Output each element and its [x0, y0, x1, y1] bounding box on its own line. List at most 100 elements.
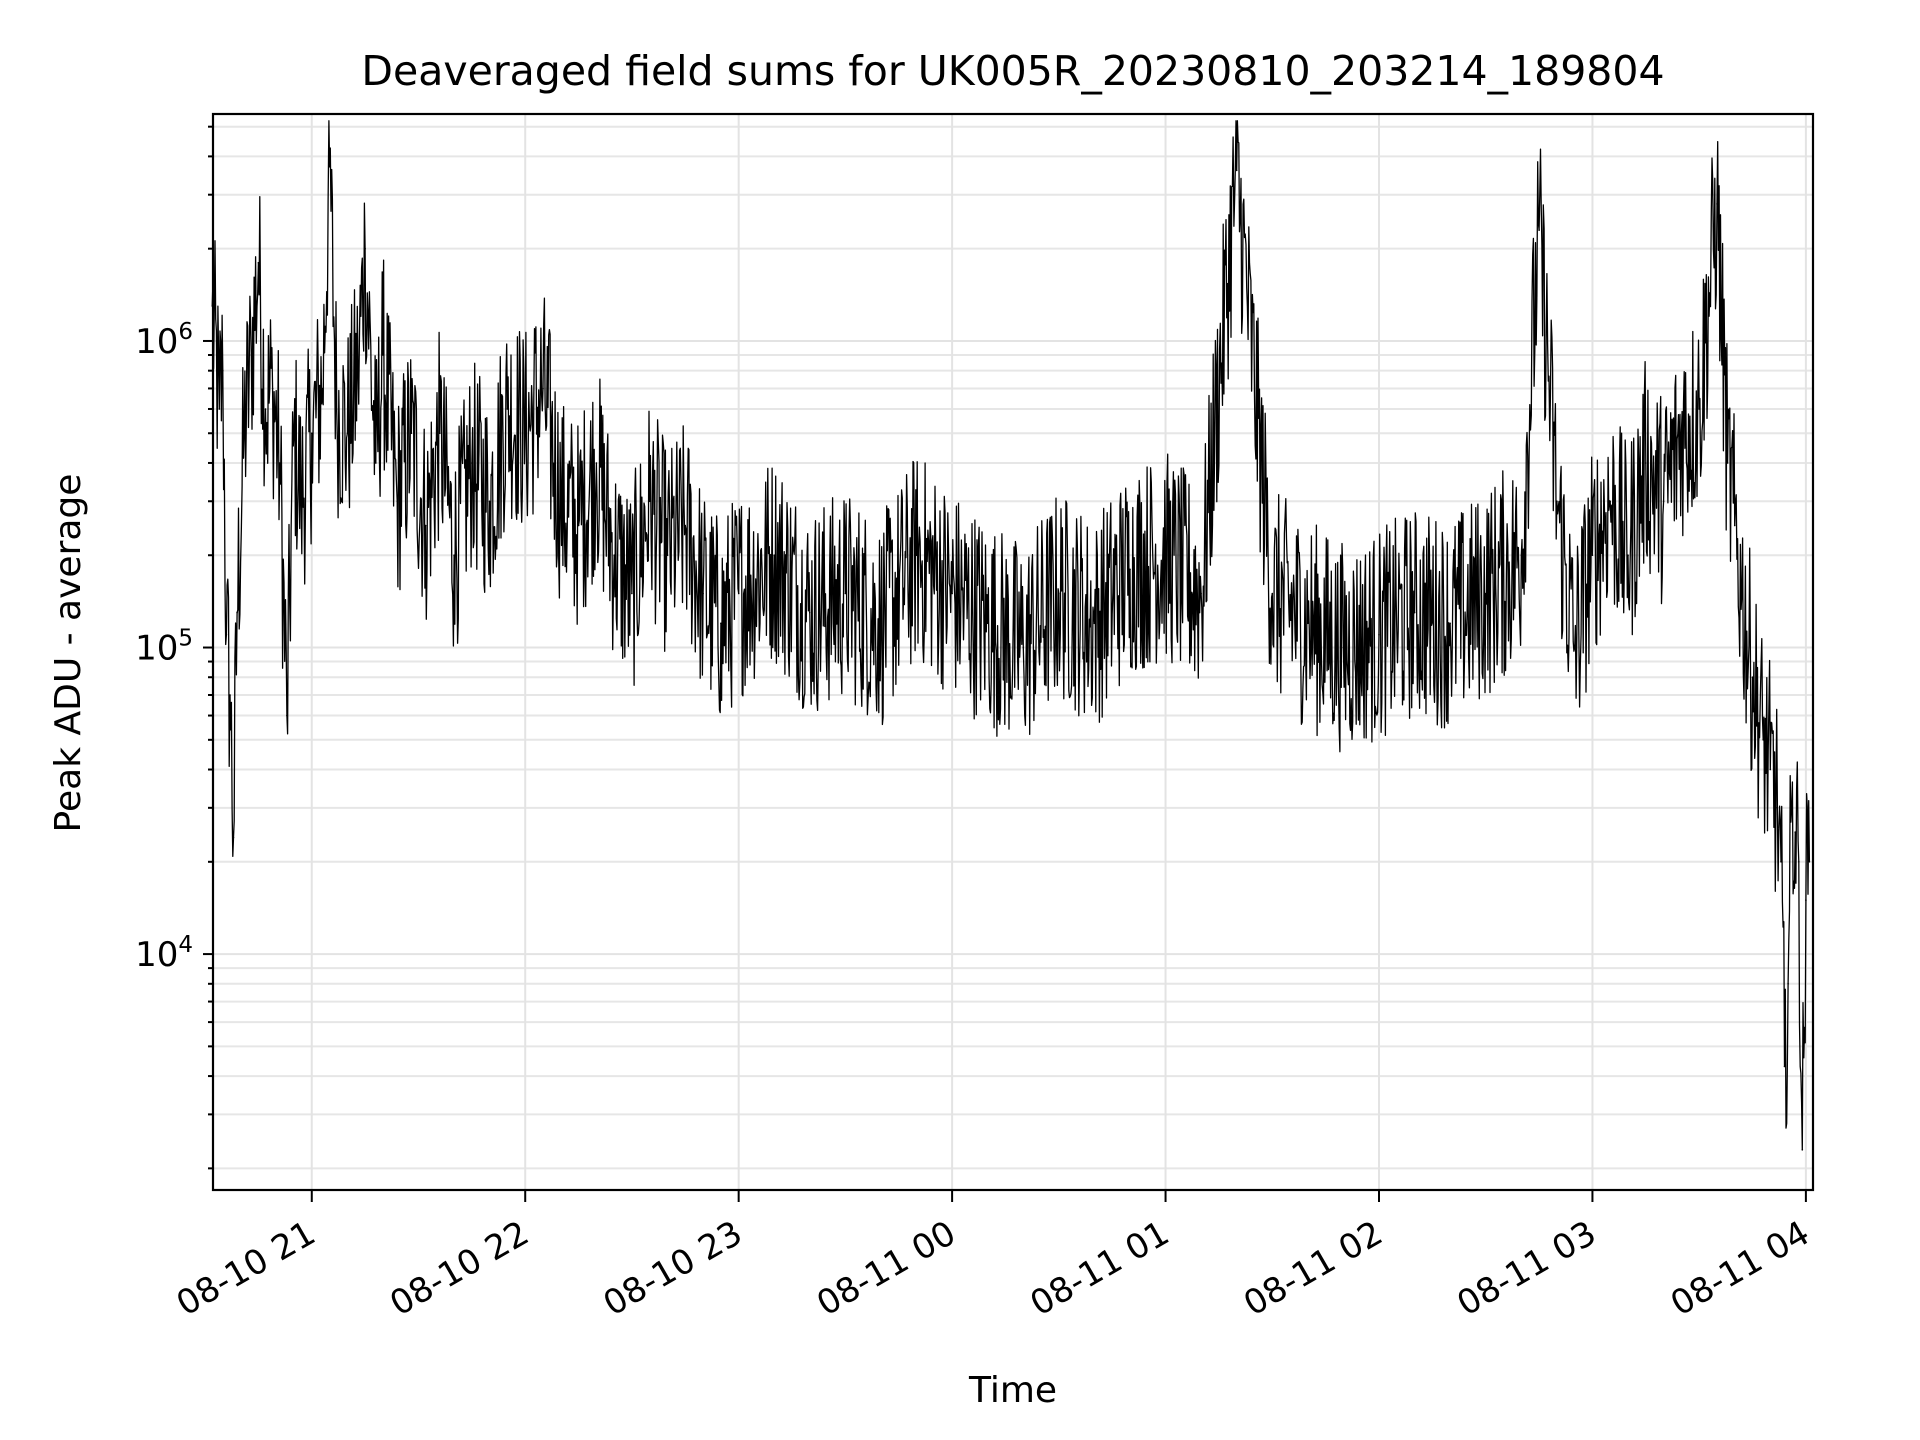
y-tick-label: 105 — [135, 626, 193, 669]
y-axis-label: Peak ADU - average — [48, 474, 89, 833]
data-point — [1762, 739, 1764, 741]
data-point — [335, 408, 338, 410]
x-tick-label: 08-11 00 — [810, 1213, 962, 1324]
data-point — [279, 462, 281, 464]
data-point — [222, 369, 224, 372]
data-point — [1801, 1149, 1804, 1151]
x-tick-label: 08-10 22 — [383, 1213, 535, 1324]
data-point — [1093, 622, 1096, 625]
data-point — [1805, 899, 1807, 901]
data-point — [375, 462, 377, 464]
data-point — [257, 261, 260, 264]
x-tick-label: 08-10 23 — [597, 1213, 749, 1324]
data-point — [488, 500, 491, 503]
data-point — [1556, 500, 1558, 503]
data-point — [1776, 807, 1779, 809]
data-point — [471, 462, 473, 464]
y-tick-label: 106 — [135, 319, 193, 362]
data-point — [243, 432, 245, 435]
data-point — [321, 387, 324, 390]
data-point — [364, 247, 366, 250]
data-point — [720, 622, 722, 625]
x-tick-label: 08-11 04 — [1664, 1213, 1816, 1324]
data-point — [595, 462, 598, 464]
data-point — [1378, 634, 1380, 636]
data-point — [1342, 646, 1345, 649]
data-point — [271, 387, 274, 390]
data-point — [1645, 462, 1647, 464]
data-point — [986, 622, 989, 625]
data-point — [225, 634, 228, 636]
data-point — [346, 432, 349, 435]
data-point — [1716, 203, 1718, 205]
data-point — [1794, 831, 1796, 833]
data-point — [1058, 592, 1060, 595]
data-point — [1733, 524, 1736, 527]
data-point — [250, 354, 253, 356]
x-tick-label: 08-11 02 — [1237, 1213, 1389, 1324]
data-point — [328, 166, 331, 168]
data-point — [1808, 861, 1811, 863]
data-point — [542, 387, 544, 390]
data-point — [915, 554, 918, 556]
data-point — [1751, 676, 1754, 678]
data-point — [1662, 500, 1665, 503]
data-point — [424, 524, 427, 527]
data-point — [506, 408, 509, 410]
data-point — [613, 554, 615, 556]
data-point — [1698, 408, 1700, 410]
chart-series-layer — [211, 120, 1811, 1151]
data-point — [439, 432, 441, 435]
data-point — [1783, 1065, 1786, 1068]
data-point — [1520, 554, 1523, 556]
data-point — [1200, 592, 1202, 595]
data-point — [218, 408, 221, 410]
data-point — [1449, 622, 1451, 625]
data-point — [1609, 500, 1611, 503]
data-point — [396, 500, 399, 503]
data-point — [229, 694, 231, 696]
data-point — [1798, 861, 1800, 863]
data-point — [232, 836, 235, 839]
x-tick-label: 08-11 03 — [1451, 1213, 1603, 1324]
data-point — [1271, 592, 1274, 595]
data-point — [264, 408, 267, 410]
data-point — [524, 432, 526, 435]
data-point — [702, 592, 704, 595]
chart-title: Deaveraged field sums for UK005R_2023081… — [361, 47, 1664, 95]
y-tick-label: 104 — [135, 932, 193, 975]
data-point — [560, 500, 562, 503]
x-tick-label: 08-11 01 — [1024, 1213, 1176, 1324]
data-point — [453, 554, 455, 556]
data-point — [293, 432, 295, 435]
data-point — [410, 432, 413, 435]
data-point — [1726, 462, 1729, 464]
data-point — [631, 592, 633, 595]
x-tick-label: 08-10 21 — [170, 1213, 322, 1324]
data-point — [577, 524, 580, 527]
data-point — [357, 369, 359, 372]
data-point — [666, 554, 669, 556]
data-point — [1164, 554, 1167, 556]
data-point — [1780, 861, 1782, 863]
data-point — [1787, 983, 1789, 985]
x-axis: 08-10 21 08-10 22 08-10 23 08-11 00 08-11 01… — [170, 1190, 1816, 1324]
data-point — [1022, 646, 1025, 649]
data-point — [1484, 592, 1487, 595]
data-point — [1680, 432, 1683, 435]
x-axis-label: Time — [968, 1370, 1057, 1411]
data-point — [1413, 611, 1416, 614]
data-point — [880, 622, 882, 625]
data-point — [1591, 554, 1594, 556]
data-point — [1741, 592, 1743, 595]
data-point — [1129, 568, 1131, 571]
data-point — [1538, 229, 1540, 231]
data-point — [1235, 169, 1238, 172]
data-point — [1769, 768, 1772, 771]
data-point — [737, 592, 740, 595]
data-point — [236, 611, 238, 614]
y-axis: 104 105 106 — [135, 125, 213, 1170]
series-line — [211, 120, 1811, 1151]
data-point — [311, 432, 313, 435]
